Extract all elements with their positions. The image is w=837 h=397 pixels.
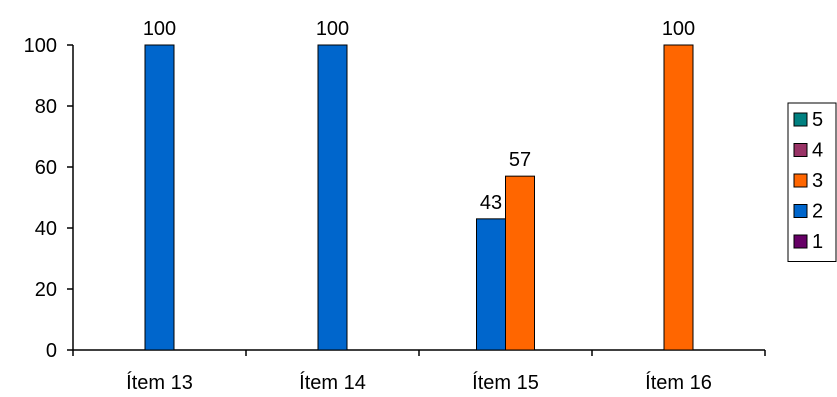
- legend-swatch-2: [793, 204, 808, 218]
- x-category-label: Ítem 13: [126, 371, 193, 394]
- x-axis: Ítem 13 Ítem 14 Ítem 15 Ítem 16: [72, 349, 766, 394]
- y-tick-label: 60: [35, 157, 57, 179]
- x-category-label: Ítem 14: [299, 371, 366, 394]
- y-axis: 0 20 40 60 80 100: [24, 35, 74, 362]
- legend-swatch-3: [793, 173, 808, 188]
- y-tick-label: 80: [35, 96, 57, 118]
- data-label: 100: [662, 18, 695, 40]
- data-labels: 100 100 57 43 100: [143, 18, 695, 214]
- bar--tem-13-series-2: [144, 44, 175, 351]
- y-tick-label: 20: [35, 279, 57, 301]
- bar--tem-16-series-3: [663, 44, 694, 351]
- x-category-label: Ítem 15: [472, 371, 539, 394]
- legend-label-1: 1: [812, 231, 823, 253]
- legend-label-4: 4: [812, 140, 823, 162]
- legend-swatch-5: [793, 112, 808, 127]
- data-label: 100: [316, 18, 349, 40]
- data-label: 57: [509, 149, 531, 171]
- y-tick-label: 40: [35, 218, 57, 240]
- bar--tem-15-series-3: [505, 175, 535, 351]
- data-label: 100: [143, 18, 176, 40]
- bars: [144, 44, 694, 351]
- bar--tem-14-series-2: [317, 44, 348, 351]
- bar--tem-15-series-2: [476, 218, 506, 351]
- legend-swatch-1: [793, 234, 808, 249]
- legend-label-2: 2: [812, 201, 823, 223]
- legend-label-3: 3: [812, 170, 823, 192]
- x-category-label: Ítem 16: [645, 371, 712, 394]
- legend: 5 4 3 2 1: [787, 102, 837, 262]
- y-tick-label: 0: [46, 340, 57, 362]
- legend-label-5: 5: [812, 109, 823, 131]
- data-label: 43: [480, 192, 502, 214]
- y-tick-label: 100: [24, 35, 57, 57]
- legend-swatch-4: [793, 143, 808, 157]
